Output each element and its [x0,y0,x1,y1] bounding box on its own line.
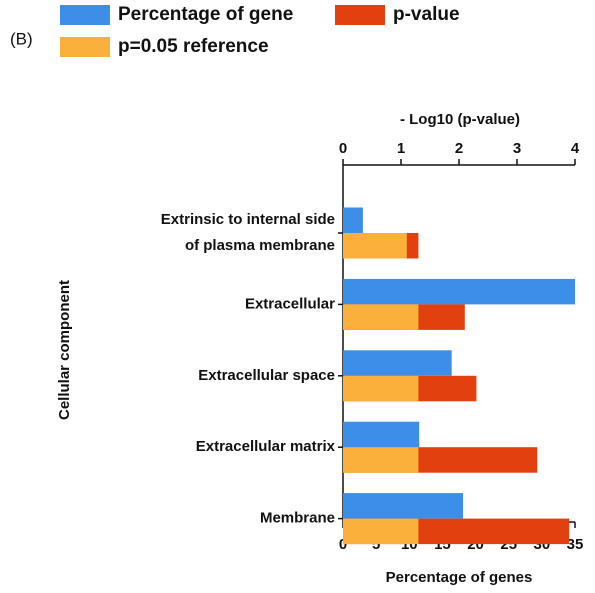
legend-label: p=0.05 reference [118,36,269,57]
bar [343,421,420,448]
x2-tick-label: 3 [513,140,521,157]
y-tick-label: Extracellular matrix [196,438,336,455]
x-axis-title: Percentage of genes [386,569,533,586]
x2-axis-title: - Log10 (p-value) [400,111,520,128]
y-tick-label: Membrane [260,510,335,527]
legend-label: Percentage of gene [118,4,293,25]
x2-tick-label: 4 [571,140,580,157]
x-tick-label: 35 [567,536,584,553]
y-tick-label: Extracellular [245,295,335,312]
bar [343,304,419,330]
legend-swatch [60,37,110,57]
legend-label: p-value [393,4,460,25]
x2-tick-label: 0 [339,140,347,157]
x-tick-label: 0 [339,536,347,553]
bar [343,278,575,305]
panel-label: (B) [10,29,33,48]
bar [343,493,463,519]
legend-swatch [335,5,385,25]
x2-tick-label: 2 [455,140,463,157]
x-tick-label: 5 [372,536,380,553]
bar [343,207,363,233]
bar [343,518,419,545]
y-tick-label: Extrinsic to internal side of plasma memb… [161,211,335,254]
bar [343,375,419,402]
bar [343,350,452,376]
y-axis-title: Cellular component [56,280,73,420]
y-tick-label: Extracellular space [198,367,335,384]
x2-tick-label: 1 [397,140,405,157]
bar [343,447,419,473]
legend-swatch [60,5,110,25]
bar [343,233,407,259]
